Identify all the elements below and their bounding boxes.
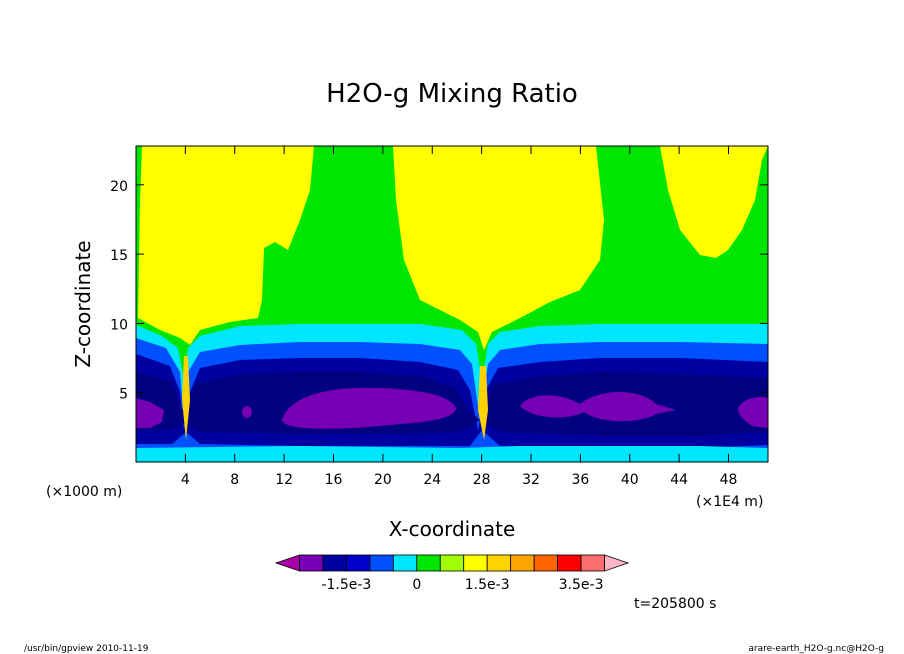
level-purple-small [242,406,252,418]
x-tick-label: 16 [325,472,343,488]
x-tick-label: 48 [720,472,738,488]
colorbar-swatch [299,554,324,572]
filament-right [478,366,488,440]
colorbar-label: 3.5e-3 [559,577,604,593]
chart-title: H2O-g Mixing Ratio [326,79,578,109]
y-axis: 5 10 15 20 [110,179,768,403]
x-tick-label: 12 [275,472,293,488]
level-purple-edge [738,397,768,428]
colorbar-swatch [486,554,512,572]
x-tick-label: 40 [621,472,639,488]
colorbar [274,554,630,572]
colorbar-labels: -1.5e-3 0 1.5e-3 3.5e-3 [321,577,603,593]
colorbar-swatch [463,554,488,572]
level-purple-center [282,387,456,429]
level-purple-right [520,392,676,422]
x-tick-label: 20 [374,472,392,488]
x-unit-left: (×1000 m) [46,484,122,500]
contour-field [136,146,768,462]
x-tick-label: 36 [571,472,589,488]
colorbar-arrow-left [274,554,300,572]
y-tick-label: 15 [110,248,128,264]
footer-right: arare-earth_H2O-g.nc@H2O-g [748,644,884,654]
colorbar-label: -1.5e-3 [321,577,371,593]
x-tick-label: 4 [181,472,190,488]
footer-left: /usr/bin/gpview 2010-11-19 [24,644,149,654]
x-tick-label: 24 [423,472,441,488]
colorbar-arrow-right [604,554,630,572]
y-axis-label: Z-coordinate [71,240,95,367]
colorbar-swatch [392,554,418,572]
colorbar-swatch [369,554,394,572]
level-purple-left [136,398,164,428]
time-label: t=205800 s [634,596,716,612]
colorbar-swatch [580,554,605,572]
filament-left [182,356,190,440]
x-unit-right: (×1E4 m) [696,494,763,510]
colorbar-swatch [345,554,371,572]
colorbar-swatch [510,554,535,572]
x-tick-label: 32 [522,472,540,488]
colorbar-swatch [416,554,441,572]
x-axis: 4 8 12 16 20 24 28 32 36 40 44 48 [181,146,738,488]
colorbar-label: 0 [412,577,421,593]
colorbar-swatch [439,554,465,572]
x-tick-label: 44 [670,472,688,488]
plot-frame [135,145,769,463]
y-tick-label: 20 [110,179,128,195]
colorbar-label: 1.5e-3 [465,577,510,593]
y-tick-label: 10 [110,317,128,333]
x-axis-label: X-coordinate [389,517,516,541]
colorbar-swatch [533,554,559,572]
colorbar-swatch [557,554,582,572]
x-tick-label: 28 [473,472,491,488]
colorbar-swatch [322,554,347,572]
x-tick-label: 8 [230,472,239,488]
level-bottom [136,446,768,462]
y-tick-label: 5 [119,387,128,403]
